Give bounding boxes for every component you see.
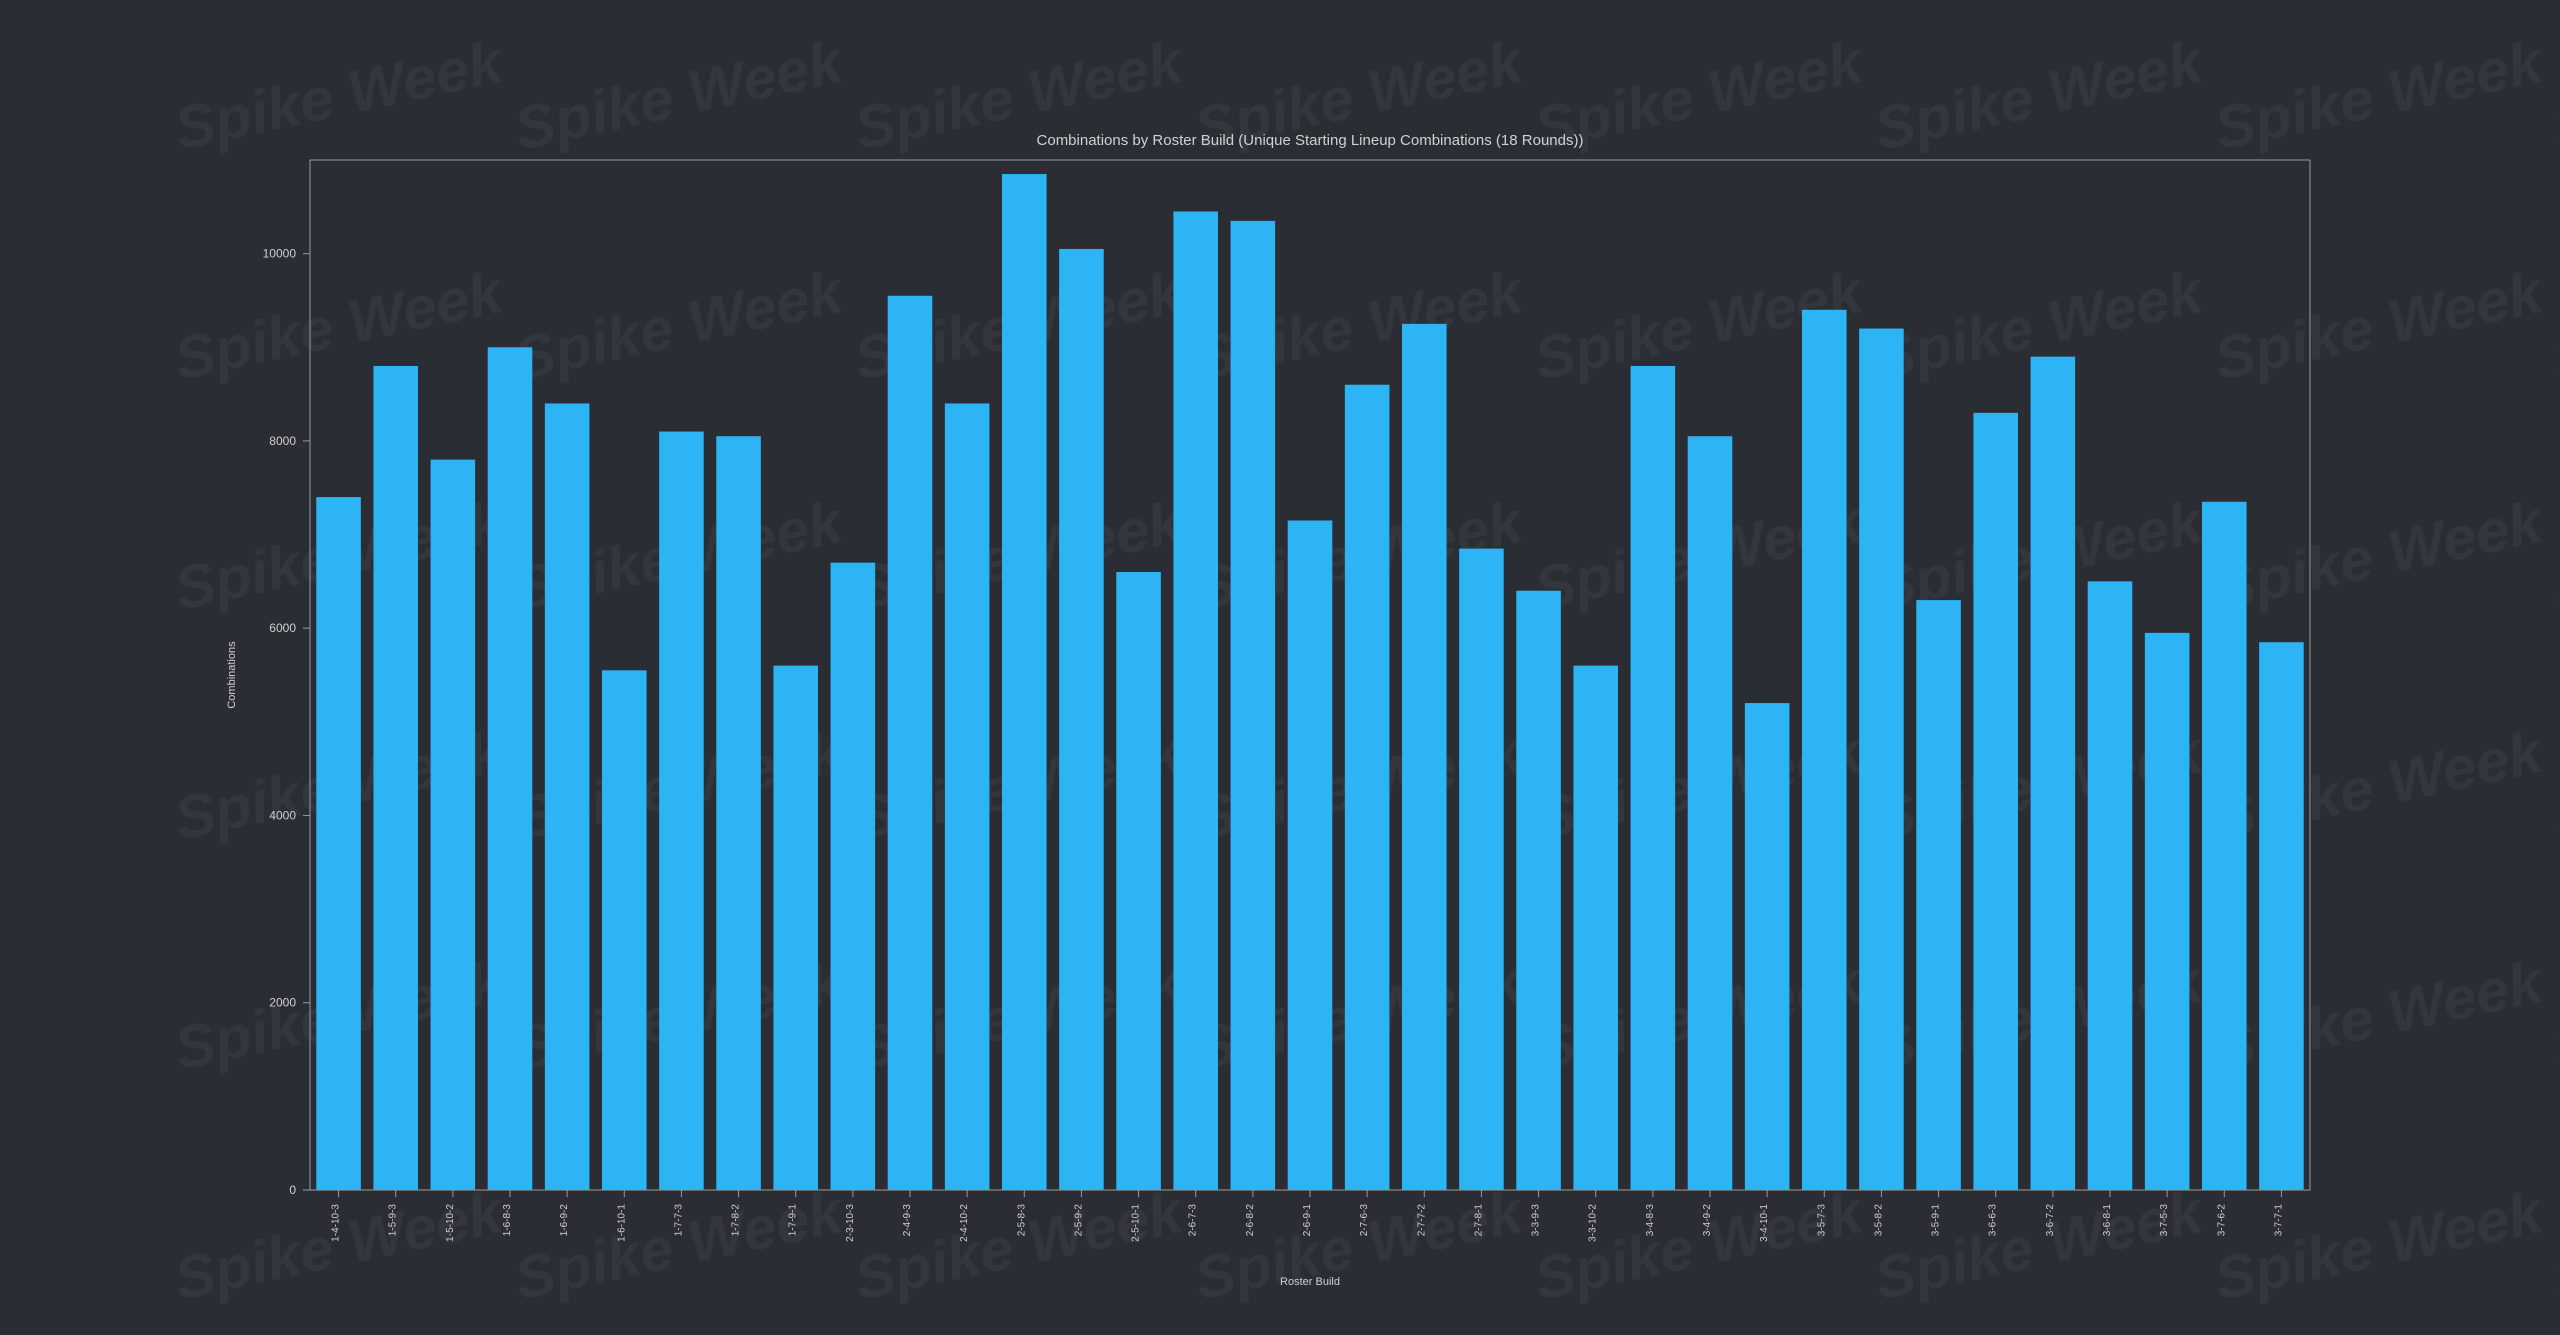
bar [1688,436,1733,1190]
y-tick-label: 10000 [263,247,297,261]
x-tick-label: 2-5-10-1 [1131,1204,1142,1242]
bar [1116,572,1161,1190]
y-axis-label: Combinations [226,641,238,709]
x-tick-label: 3-3-9-3 [1531,1204,1542,1237]
x-tick-label: 2-3-10-3 [845,1204,856,1242]
bar [1231,221,1276,1190]
x-tick-label: 1-7-7-3 [673,1204,684,1237]
x-tick-label: 2-6-8-2 [1245,1204,1256,1237]
x-tick-label: 2-4-10-2 [959,1204,970,1242]
x-tick-label: 2-5-8-3 [1016,1204,1027,1237]
x-tick-label: 3-4-9-2 [1702,1204,1713,1237]
bar [1402,324,1447,1190]
bar [2088,581,2133,1190]
x-tick-label: 2-7-6-3 [1359,1204,1370,1237]
x-tick-label: 3-4-10-1 [1759,1204,1770,1242]
x-tick-label: 1-6-10-1 [616,1204,627,1242]
bar [1059,249,1104,1190]
bar [2202,502,2247,1190]
bar [888,296,933,1190]
x-tick-label: 3-3-10-2 [1588,1204,1599,1242]
chart-title: Combinations by Roster Build (Unique Sta… [1037,132,1584,149]
bar [1802,310,1847,1190]
bar [1173,212,1218,1191]
bar [1973,413,2018,1190]
x-tick-label: 2-7-8-1 [1473,1204,1484,1237]
y-tick-label: 0 [289,1183,296,1197]
x-tick-label: 3-5-7-3 [1816,1204,1827,1237]
x-tick-label: 1-6-9-2 [559,1204,570,1237]
x-tick-label: 1-4-10-3 [331,1204,342,1242]
bar [488,347,533,1190]
bar [2259,642,2304,1190]
x-tick-label: 3-6-6-3 [1988,1204,1999,1237]
x-tick-label: 3-7-5-3 [2159,1204,2170,1237]
bar [431,460,476,1190]
bar [373,366,418,1190]
chart-svg: Spike WeekSpike WeekSpike WeekSpike Week… [0,0,2560,1335]
x-tick-label: 1-5-9-3 [388,1204,399,1237]
x-tick-label: 3-6-8-1 [2102,1204,2113,1237]
bar [1573,666,1618,1190]
x-tick-label: 2-7-7-2 [1416,1204,1427,1237]
bar [716,436,761,1190]
bar [316,497,361,1190]
x-tick-label: 3-6-7-2 [2045,1204,2056,1237]
bar [2145,633,2190,1190]
y-tick-label: 8000 [269,434,296,448]
y-tick-label: 4000 [269,808,296,822]
x-tick-label: 3-7-7-1 [2273,1204,2284,1237]
bar [1288,521,1333,1191]
y-tick-label: 6000 [269,621,296,635]
bar [945,403,990,1190]
x-tick-label: 3-4-8-3 [1645,1204,1656,1237]
bar [545,403,590,1190]
bar [602,670,647,1190]
x-tick-label: 1-5-10-2 [445,1204,456,1242]
x-axis-label: Roster Build [1280,1276,1340,1288]
x-tick-label: 3-7-6-2 [2216,1204,2227,1237]
x-tick-label: 1-6-8-3 [502,1204,513,1237]
bar [659,432,704,1190]
x-tick-label: 1-7-8-2 [731,1204,742,1237]
x-tick-label: 3-5-9-1 [1931,1204,1942,1237]
x-tick-label: 3-5-8-2 [1873,1204,1884,1237]
bar [2031,357,2076,1190]
y-tick-label: 2000 [269,996,296,1010]
bar [1745,703,1790,1190]
bar [831,563,876,1190]
bar [1002,174,1047,1190]
bar [1859,329,1904,1190]
bar [1916,600,1961,1190]
x-tick-label: 2-4-9-3 [902,1204,913,1237]
x-tick-label: 1-7-9-1 [788,1204,799,1237]
bar [1631,366,1676,1190]
x-tick-label: 2-5-9-2 [1073,1204,1084,1237]
bar [1459,549,1504,1190]
bar [773,666,818,1190]
x-tick-label: 2-6-9-1 [1302,1204,1313,1237]
x-tick-label: 2-6-7-3 [1188,1204,1199,1237]
bar [1516,591,1561,1190]
bar [1345,385,1390,1190]
